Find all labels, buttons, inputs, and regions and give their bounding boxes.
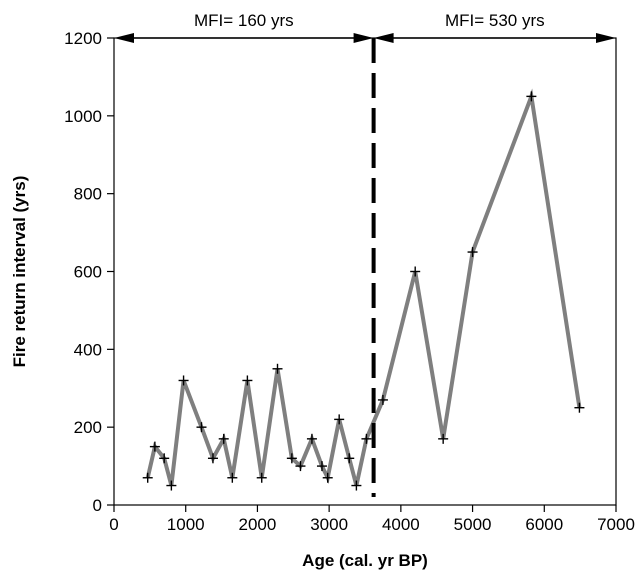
data-point-marker [207,453,218,464]
y-axis-ticks: 0 200 400 600 800 1000 1200 [64,29,114,515]
data-point-marker [438,433,449,444]
y-tick-label: 1000 [64,107,102,126]
data-point-marker [218,433,229,444]
y-tick-label: 1200 [64,29,102,48]
data-point-marker [344,453,355,464]
y-tick-label: 600 [74,263,102,282]
y-axis-title: Fire return interval (yrs) [10,176,29,368]
right-mfi-label: MFI= 530 yrs [445,11,545,30]
right-period-arrow [373,33,616,43]
x-tick-label: 4000 [382,515,420,534]
data-point-marker [526,91,537,102]
data-point-marker [351,480,362,491]
data-point-marker [295,461,306,472]
data-point-marker [306,433,317,444]
data-point-marker [272,363,283,374]
x-tick-label: 2000 [239,515,277,534]
data-point-marker [142,472,153,483]
series-layer [142,88,585,491]
x-tick-label: 0 [109,515,118,534]
plot-area-frame [113,37,617,506]
data-point-marker [242,375,253,386]
data-point-marker [149,441,160,452]
data-point-marker [410,266,421,277]
data-point-marker [178,375,189,386]
x-axis-ticks: 0 1000 2000 3000 4000 5000 6000 7000 [109,505,635,534]
x-tick-label: 1000 [167,515,205,534]
x-tick-label: 7000 [597,515,635,534]
data-point-marker [286,453,297,464]
left-mfi-label: MFI= 160 yrs [194,11,294,30]
y-tick-label: 0 [93,496,102,515]
data-point-marker [256,472,267,483]
data-point-marker [467,247,478,258]
x-axis-title: Age (cal. yr BP) [302,551,428,570]
data-point-marker [159,453,170,464]
y-tick-label: 800 [74,185,102,204]
data-point-marker [196,422,207,433]
data-point-marker [361,433,372,444]
data-point-marker [166,480,177,491]
data-point-marker [227,472,238,483]
data-point-marker [322,472,333,483]
y-tick-label: 400 [74,340,102,359]
data-point-marker [316,461,327,472]
y-tick-label: 200 [74,418,102,437]
data-point-marker [334,414,345,425]
x-tick-label: 5000 [454,515,492,534]
series-line [145,88,582,487]
left-period-arrow [114,33,374,43]
x-tick-label: 3000 [310,515,348,534]
x-tick-label: 6000 [525,515,563,534]
data-point-marker [574,402,585,413]
annotation-layer: MFI= 160 yrs MFI= 530 yrs [114,11,616,497]
data-point-marker [377,394,388,405]
